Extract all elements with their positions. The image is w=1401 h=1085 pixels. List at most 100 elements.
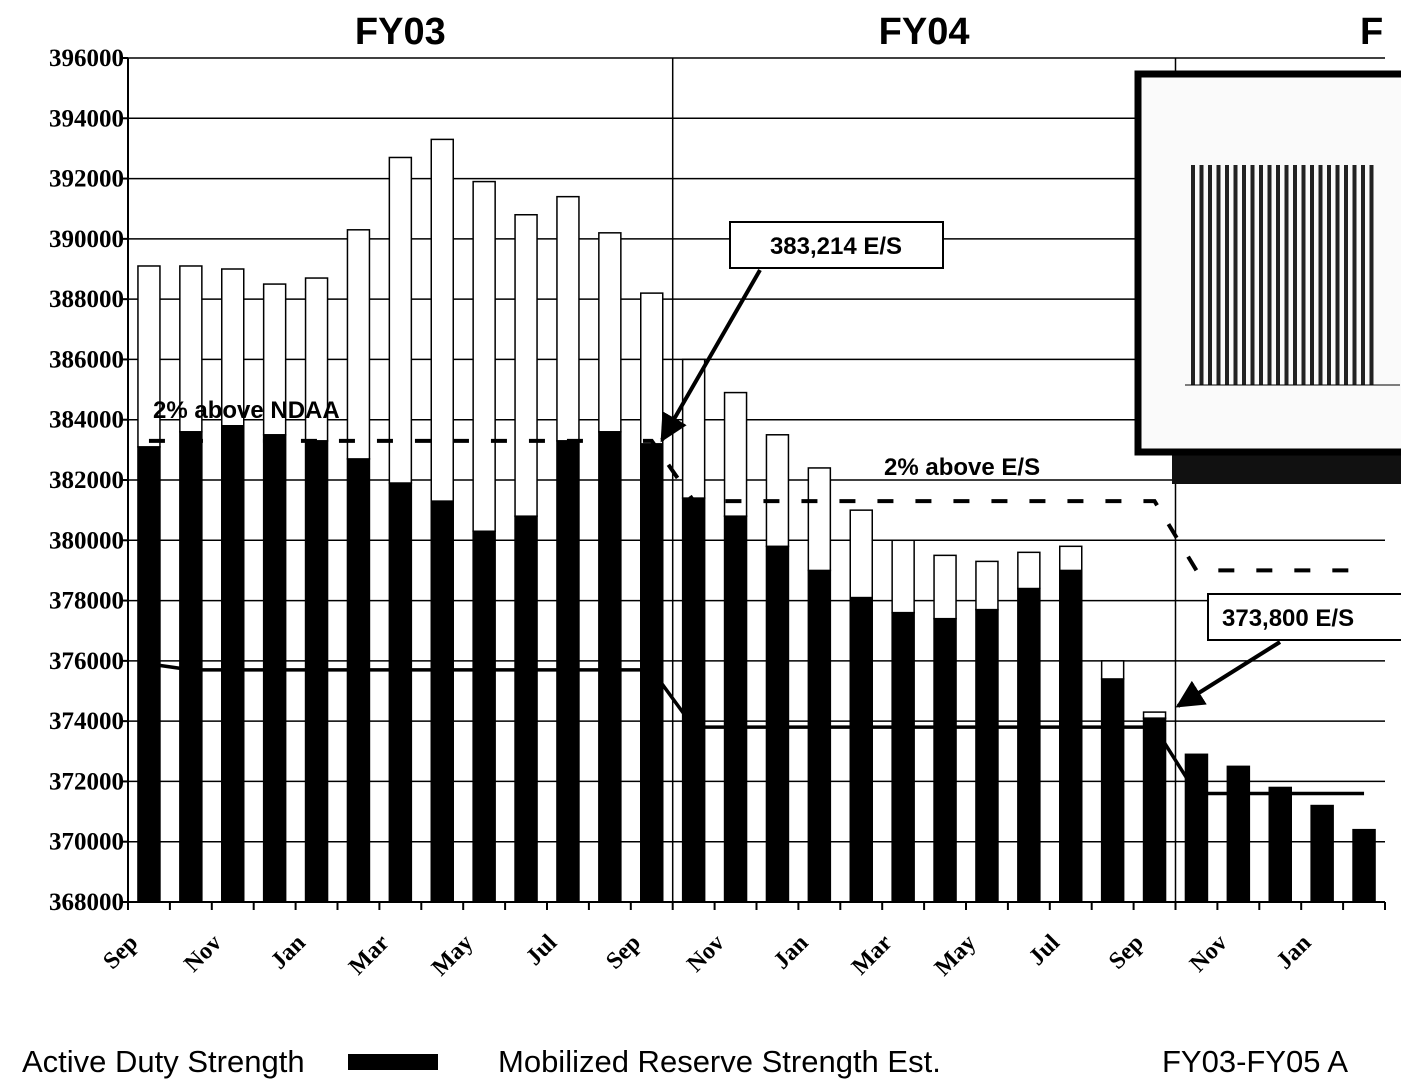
bar xyxy=(765,545,790,903)
legend-label: FY03-FY05 A xyxy=(1162,1044,1348,1079)
bar xyxy=(681,497,706,903)
bar xyxy=(1310,804,1334,903)
bar xyxy=(807,569,832,903)
y-tick-label: 388000 xyxy=(49,286,124,313)
x-tick-label: Jul xyxy=(1024,930,1065,971)
bar xyxy=(514,213,538,517)
bar xyxy=(514,515,538,903)
annotation: 373,800 E/S xyxy=(1222,605,1354,632)
x-tick-label: May xyxy=(930,930,981,981)
y-tick-label: 392000 xyxy=(49,166,124,193)
end-strength-line xyxy=(148,662,1365,796)
y-tick-label: 396000 xyxy=(49,45,124,72)
bar xyxy=(221,424,245,903)
bar xyxy=(1017,551,1041,590)
y-tick-label: 374000 xyxy=(49,708,124,735)
legend-label: Mobilized Reserve Strength Est. xyxy=(498,1044,941,1079)
y-tick-label: 394000 xyxy=(49,105,124,132)
x-tick-label: Sep xyxy=(98,930,143,975)
y-tick-label: 372000 xyxy=(49,768,124,795)
year-label: FY03 xyxy=(355,11,446,53)
bar xyxy=(933,617,957,903)
x-tick-label: May xyxy=(427,930,478,981)
bar xyxy=(556,195,580,442)
bar xyxy=(1100,678,1125,903)
bar xyxy=(430,500,454,903)
bar xyxy=(1059,569,1083,903)
bar xyxy=(723,391,748,517)
y-tick-label: 384000 xyxy=(49,407,124,434)
bar xyxy=(891,611,915,903)
y-tick-label: 370000 xyxy=(49,829,124,856)
y-tick-label: 368000 xyxy=(49,889,124,916)
annotation: 2% above NDAA xyxy=(153,397,340,424)
bar xyxy=(262,283,287,436)
reference-line xyxy=(148,438,1365,573)
bar xyxy=(975,608,999,903)
x-tick-label: Nov xyxy=(682,930,730,978)
bar xyxy=(1142,711,1167,719)
bar xyxy=(598,431,622,903)
year-label: F xyxy=(1360,11,1383,53)
x-tick-label: Jan xyxy=(769,930,814,975)
bar xyxy=(346,458,371,903)
bar xyxy=(472,530,496,903)
bar xyxy=(388,482,413,903)
bar xyxy=(388,156,413,484)
bar xyxy=(472,180,496,532)
bar xyxy=(849,596,873,903)
x-tick-label: Jul xyxy=(521,930,562,971)
bar xyxy=(1184,753,1209,903)
x-tick-label: Nov xyxy=(179,930,227,978)
y-tick-label: 386000 xyxy=(49,346,124,373)
bar xyxy=(1059,545,1083,572)
bar xyxy=(1100,660,1125,680)
x-tick-label: Nov xyxy=(1185,930,1233,978)
annotation-arrow xyxy=(1175,640,1282,708)
bar xyxy=(137,446,161,903)
year-label: FY04 xyxy=(879,11,970,53)
bar xyxy=(723,515,748,903)
legend-swatch xyxy=(348,1054,438,1070)
bar xyxy=(221,268,245,427)
y-tick-label: 382000 xyxy=(49,467,124,494)
bar xyxy=(1268,786,1292,903)
bar xyxy=(849,509,873,599)
y-tick-label: 380000 xyxy=(49,527,124,554)
x-tick-label: Jan xyxy=(266,930,311,975)
annotation: 383,214 E/S xyxy=(770,233,902,260)
bar xyxy=(179,431,203,903)
x-tick-label: Sep xyxy=(1104,930,1149,975)
annotation: 2% above E/S xyxy=(884,454,1040,481)
x-tick-label: Mar xyxy=(344,930,395,981)
y-tick-label: 376000 xyxy=(49,648,124,675)
bar xyxy=(346,229,371,460)
annotation-box xyxy=(1207,593,1401,641)
bar xyxy=(1017,587,1041,903)
legend-label: Active Duty Strength xyxy=(22,1044,305,1079)
bar xyxy=(933,554,957,620)
y-tick-label: 390000 xyxy=(49,226,124,253)
x-tick-label: Sep xyxy=(601,930,646,975)
bar xyxy=(681,358,706,499)
bar xyxy=(598,232,622,433)
inset-thumbnail xyxy=(1134,70,1401,484)
annotation-box xyxy=(729,221,944,269)
bar xyxy=(179,265,203,433)
x-tick-label: Jan xyxy=(1272,930,1317,975)
bar xyxy=(807,467,832,572)
bar xyxy=(1226,765,1251,903)
annotation-arrow xyxy=(660,269,762,443)
bar xyxy=(640,292,664,445)
bar xyxy=(1352,828,1376,903)
bar xyxy=(891,539,915,614)
bar xyxy=(975,560,999,611)
bar xyxy=(765,434,790,548)
bar xyxy=(430,138,454,502)
bar xyxy=(1142,717,1167,903)
x-tick-label: Mar xyxy=(847,930,898,981)
bar xyxy=(640,443,664,903)
y-tick-label: 378000 xyxy=(49,588,124,615)
bar xyxy=(137,265,161,448)
